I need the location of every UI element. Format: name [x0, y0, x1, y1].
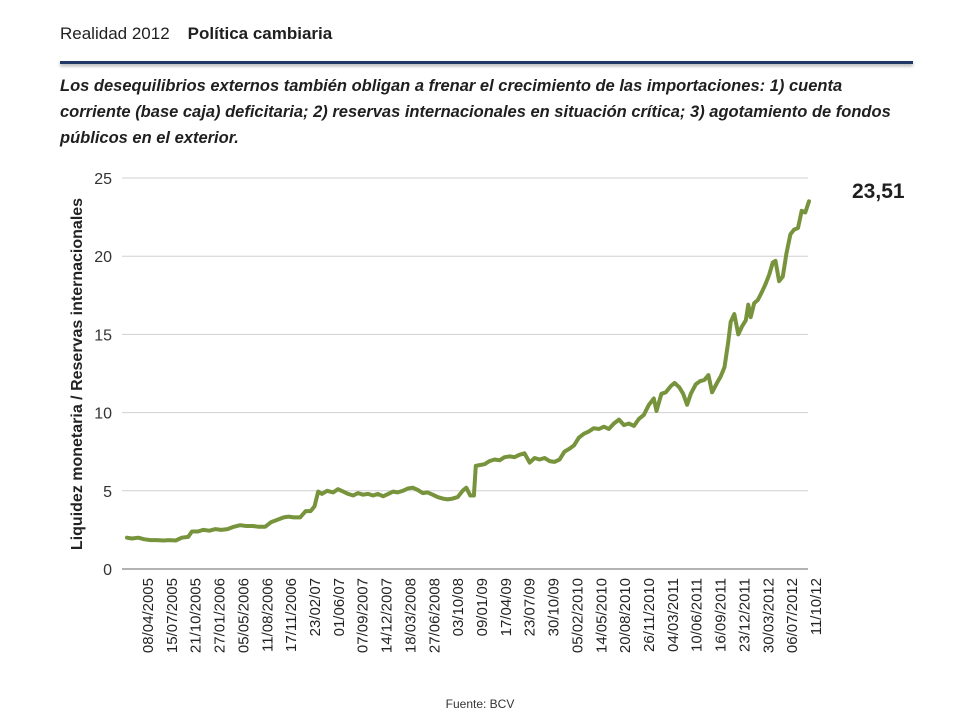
- x-tick-label: 05/05/2006: [235, 578, 252, 653]
- chart-series: [125, 199, 811, 543]
- x-tick-label: 23/12/2011: [736, 578, 753, 652]
- x-tick-label: 03/10/08: [450, 578, 467, 636]
- x-axis-ticks: 08/04/2005 15/07/2005 21/10/2005 27/01/2006…: [140, 578, 825, 653]
- x-tick-label: 30/03/2012: [760, 578, 777, 653]
- header-title: Realidad 2012: [60, 24, 170, 43]
- y-tick-label: 15: [94, 327, 112, 344]
- header: Realidad 2012 Política cambiaria: [60, 24, 332, 44]
- y-tick-label: 25: [94, 171, 112, 188]
- chart-gridlines: [122, 177, 808, 570]
- x-tick-label: 07/09/2007: [355, 578, 372, 653]
- x-tick-label: 10/06/2011: [689, 578, 706, 652]
- latest-value-callout: 23,51: [852, 180, 905, 203]
- x-tick-label: 21/10/2005: [188, 578, 205, 653]
- y-tick-label: 20: [94, 249, 112, 266]
- x-tick-label: 17/04/09: [498, 578, 515, 636]
- x-tick-label: 05/02/2010: [569, 578, 586, 653]
- x-tick-label: 17/11/2006: [283, 578, 300, 652]
- x-tick-label: 30/10/09: [546, 578, 563, 636]
- y-tick-label: 0: [103, 562, 112, 579]
- x-tick-label: 06/07/2012: [784, 578, 801, 653]
- x-tick-label: 15/07/2005: [164, 578, 181, 653]
- y-tick-label: 10: [94, 406, 112, 423]
- x-tick-label: 11/08/2006: [259, 578, 276, 652]
- x-tick-label: 14/12/2007: [379, 578, 396, 653]
- x-tick-label: 04/03/2011: [665, 578, 682, 652]
- x-tick-label: 20/08/2010: [617, 578, 634, 653]
- slide-description: Los desequilibrios externos también obli…: [60, 77, 891, 147]
- series-line: [125, 199, 811, 543]
- x-tick-label: 27/01/2006: [212, 578, 229, 653]
- x-tick-label: 26/11/2010: [641, 578, 658, 652]
- y-tick-label: 5: [103, 484, 112, 501]
- x-tick-label: 23/02/07: [307, 578, 324, 636]
- x-tick-label: 01/06/07: [331, 578, 348, 636]
- x-tick-label: 23/07/09: [522, 578, 539, 636]
- y-axis-ticks: 0 5 10 15 20 25: [94, 171, 112, 579]
- x-tick-label: 09/01/09: [474, 578, 491, 636]
- x-tick-label: 18/03/2008: [402, 578, 419, 653]
- header-section: Política cambiaria: [187, 24, 333, 43]
- x-tick-label: 14/05/2010: [593, 578, 610, 653]
- header-divider: [60, 61, 913, 64]
- x-tick-label: 08/04/2005: [140, 578, 157, 653]
- x-tick-label: 27/06/2008: [426, 578, 443, 653]
- source-note: Fuente: BCV: [445, 697, 515, 711]
- x-tick-label: 16/09/2011: [713, 578, 730, 652]
- x-tick-label: 11/10/12: [808, 578, 825, 635]
- y-axis-label: Liquidez monetaria / Reservas internacio…: [69, 198, 86, 550]
